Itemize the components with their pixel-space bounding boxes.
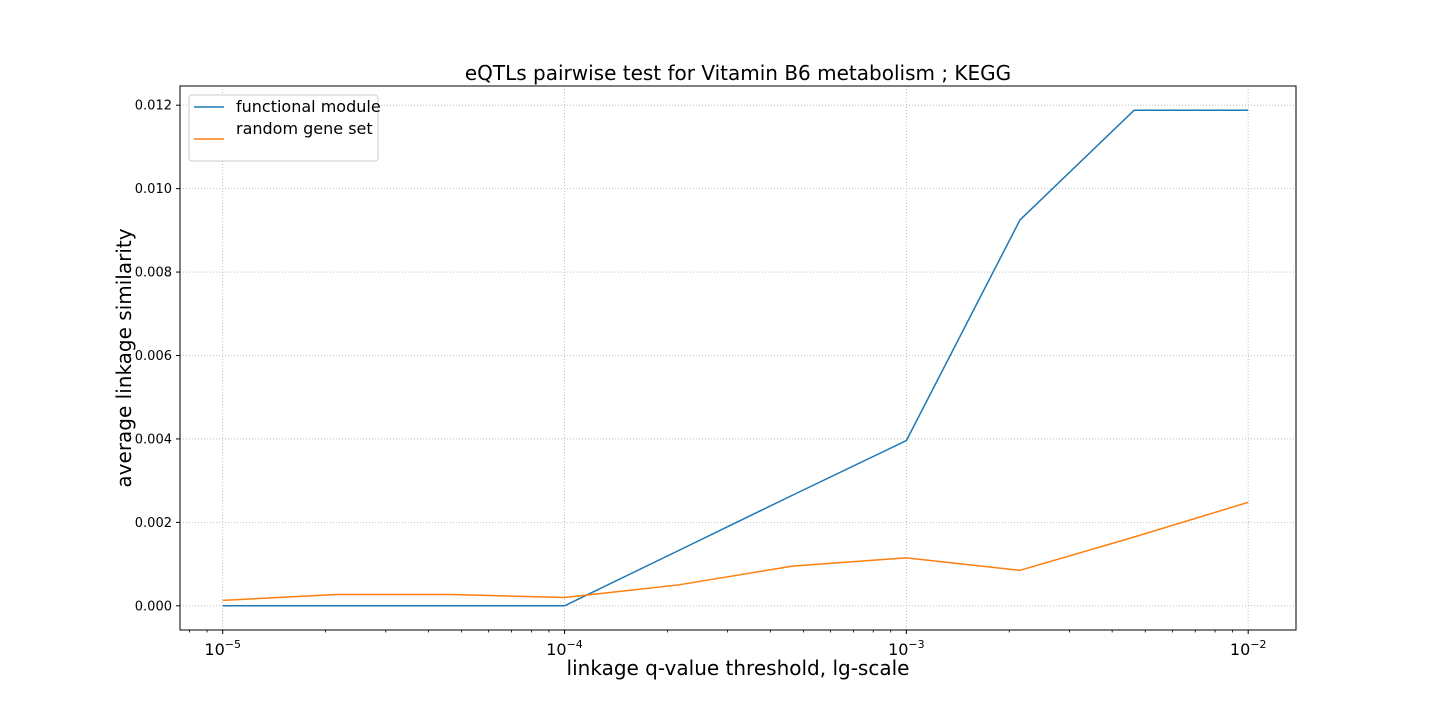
y-tick-label: 0.004 [135,432,172,447]
x-tick-exponent: −3 [908,638,924,651]
series-lines [222,109,1249,607]
x-tick-base: 10 [204,640,224,659]
y-tick-label: 0.010 [135,182,172,197]
y-tick-label: 0.008 [135,266,172,281]
x-tick-exponent: −2 [1250,638,1266,651]
x-tick-base: 10 [888,640,908,659]
legend-box [188,94,379,162]
chart-title: eQTLs pairwise test for Vitamin B6 metab… [465,61,1011,85]
y-tick-label: 0.012 [135,99,172,114]
y-tick-label: 0.006 [135,349,172,364]
x-tick-exponent: −4 [567,638,583,651]
x-tick-exponent: −5 [225,638,241,651]
x-tick-base: 10 [1230,640,1250,659]
x-tick-base: 10 [546,640,566,659]
x-tick-label: 10−3 [888,638,925,659]
x-tick-label: 10−2 [1230,638,1267,659]
series-line-functional-module [222,109,1249,607]
legend: functional module random gene set [188,94,381,162]
y-tick-label: 0.000 [135,599,172,614]
legend-label: functional module [236,97,381,116]
legend-label: random gene set [236,119,373,138]
x-tick-label: 10−5 [204,638,241,659]
x-axis-label: linkage q-value threshold, lg-scale [567,656,910,680]
series-line-random-gene-set [222,501,1249,602]
y-axis-label: average linkage similarity [112,228,136,487]
x-tick-label: 10−4 [546,638,583,659]
plot-frame [179,85,1297,631]
y-tick-label: 0.002 [135,516,172,531]
